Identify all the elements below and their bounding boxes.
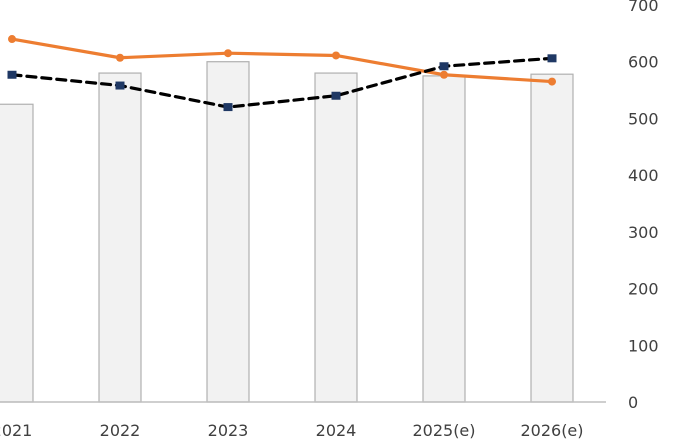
line-1-point-2026(e) <box>548 77 556 86</box>
bar-2022 <box>98 72 142 403</box>
line-series-1 <box>10 37 554 84</box>
y-tick-label-400: 400 <box>628 166 659 185</box>
y-tick-label-700: 700 <box>628 0 659 15</box>
bar-2021 <box>0 103 34 403</box>
line-1-point-2023 <box>224 49 232 58</box>
line-2-point-2025(e) <box>439 62 449 71</box>
bar-series <box>0 61 574 403</box>
y-tick-label-100: 100 <box>628 336 659 355</box>
y-tick-label-500: 500 <box>628 109 659 128</box>
line-2-point-2024 <box>331 91 341 100</box>
y-tick-label-0: 0 <box>628 393 638 412</box>
x-label-2025(e): 2025(e) <box>412 421 475 440</box>
line-1-point-2021 <box>8 35 16 44</box>
y-tick-label-300: 300 <box>628 223 659 242</box>
bar-2025(e) <box>422 75 466 403</box>
line-1-point-2024 <box>332 51 340 60</box>
x-label-2021: 2021 <box>0 421 32 440</box>
line-series-layer <box>7 35 557 112</box>
x-label-2024: 2024 <box>316 421 357 440</box>
bar-2026(e) <box>530 73 574 403</box>
x-label-2022: 2022 <box>100 421 141 440</box>
y-tick-label-200: 200 <box>628 280 659 299</box>
bar-2024 <box>314 72 358 403</box>
line-series-2 <box>10 56 554 109</box>
line-1-point-2025(e) <box>440 70 448 79</box>
line-2-point-2026(e) <box>547 54 557 63</box>
line-2-point-2022 <box>115 81 125 90</box>
y-axis-tick-labels: 0 100 200 300 400 500 600 700 <box>628 0 659 412</box>
line-2-point-2021 <box>7 70 17 79</box>
bar-2023 <box>206 61 250 403</box>
line-1-point-2022 <box>116 53 124 62</box>
line-2-point-2023 <box>223 103 233 112</box>
y-tick-label-600: 600 <box>628 53 659 72</box>
x-axis-category-labels: 2021 2022 2023 2024 2025(e) 2026(e) <box>0 421 584 440</box>
x-label-2023: 2023 <box>208 421 249 440</box>
x-label-2026(e): 2026(e) <box>520 421 583 440</box>
